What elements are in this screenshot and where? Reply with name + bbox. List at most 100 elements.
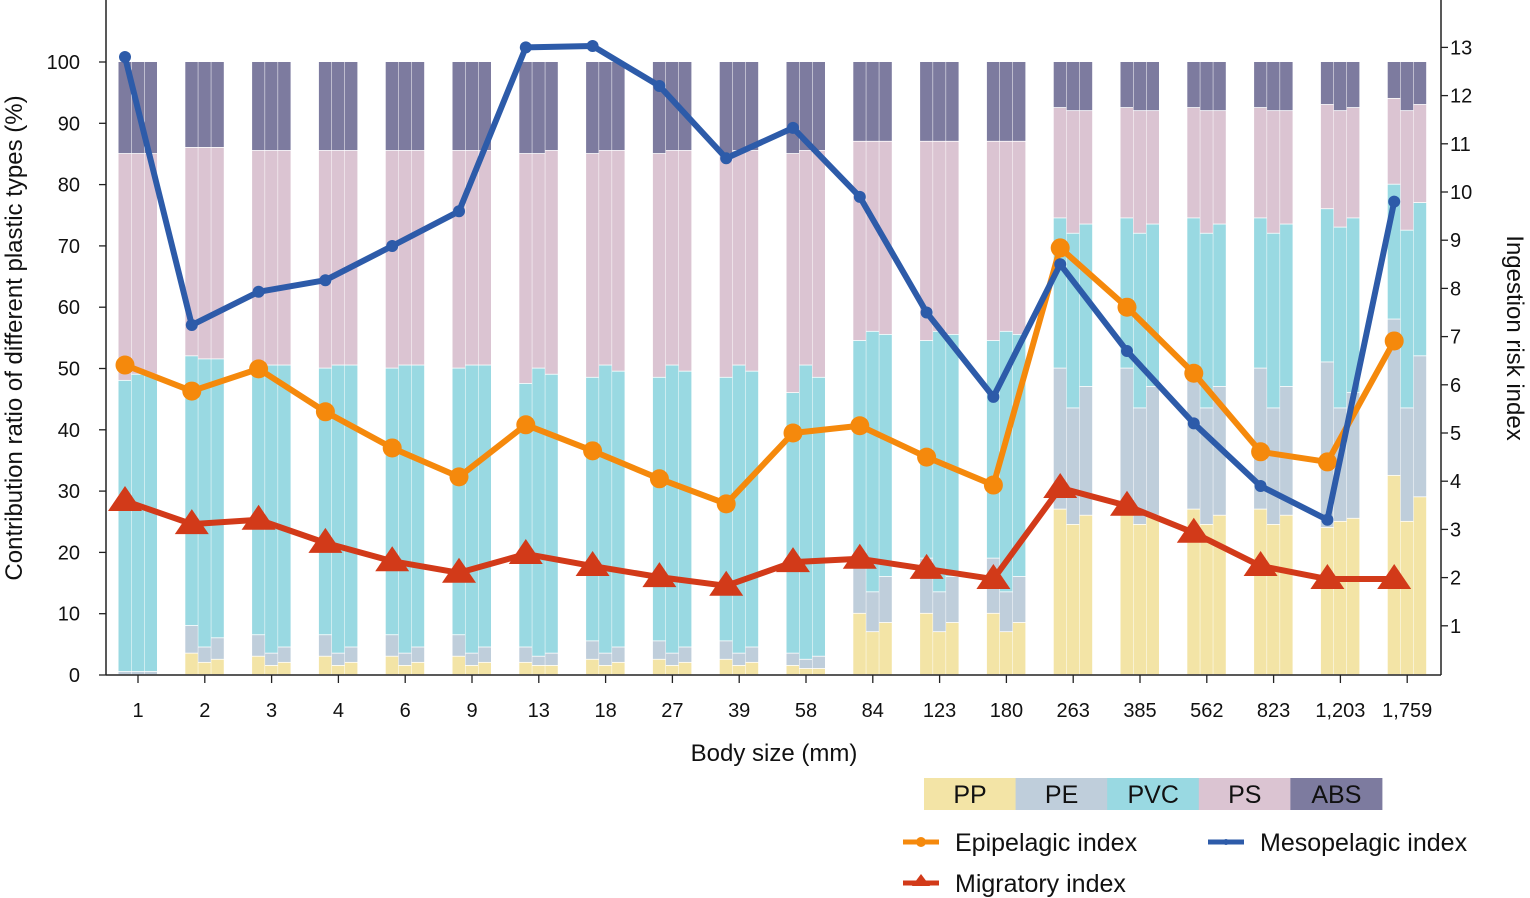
bar-segment-pe (665, 653, 679, 666)
bar-segment-pvc (198, 359, 211, 647)
y-tick-label: 20 (58, 542, 80, 564)
bar-segment-pe (1387, 319, 1401, 475)
bar-segment-pvc (732, 365, 746, 653)
migratory-point (1176, 517, 1211, 543)
bar-segment-pvc (331, 365, 345, 653)
bar-segment-pp (1333, 521, 1347, 675)
bar-segment-pe (318, 635, 332, 656)
bar-segment-pe (411, 647, 425, 662)
bar-segment-ps (465, 150, 478, 365)
x-tick-label: 1 (132, 700, 143, 722)
x-tick-label: 1,203 (1315, 700, 1365, 722)
bar-segment-abs (545, 62, 558, 151)
legend-swatch-pe (1015, 778, 1108, 810)
bar-segment-pp (545, 665, 558, 675)
bar-segment-abs (946, 62, 959, 141)
legend-label: Epipelagic index (955, 829, 1138, 857)
bar-segment-pvc (252, 368, 265, 635)
bar-segment-ps (265, 150, 278, 365)
bar-segment-pp (519, 662, 532, 675)
bar-segment-abs (999, 62, 1013, 141)
x-tick-label: 2 (199, 700, 210, 722)
bar-segment-pp (986, 613, 1000, 675)
bar-segment-pe (786, 653, 799, 666)
bar-segment-abs (933, 62, 946, 141)
bar-segment-pp (866, 632, 879, 675)
bar-segment-ps (1213, 111, 1226, 224)
bar-segment-ps (1280, 111, 1293, 224)
x-tick-label: 562 (1190, 700, 1223, 722)
bar-segment-pp (920, 613, 933, 675)
bar-segment-abs (1400, 62, 1414, 111)
bar-segment-pe (252, 635, 265, 656)
bar-segment-pe (1200, 408, 1213, 525)
bar-segment-abs (1320, 62, 1334, 105)
mesopelagic-point (1321, 513, 1334, 526)
bar-segment-ps (545, 150, 558, 374)
bar-segment-ps (652, 153, 666, 377)
bar-segment-ps (586, 153, 599, 377)
y2-tick-label: 5 (1450, 423, 1461, 445)
bar-segment-pvc (211, 359, 224, 638)
bar-segment-pvc (1400, 230, 1414, 408)
bar-segment-pvc (452, 368, 465, 635)
bar-segment-pvc (1346, 218, 1360, 393)
bar-segment-ps (745, 150, 759, 371)
x-tick-label: 385 (1123, 700, 1156, 722)
bar-segment-pp (1254, 509, 1267, 675)
bar-segment-abs (745, 62, 759, 151)
bar-segment-pp (1280, 515, 1293, 675)
bar-segment-abs (1146, 62, 1159, 111)
bar-segment-pvc (1267, 233, 1280, 408)
bar-segment-abs (1053, 62, 1067, 108)
bar-segment-abs (586, 62, 599, 154)
x-tick-label: 18 (594, 700, 616, 722)
bar-segment-pp (1079, 515, 1093, 675)
migratory-point (375, 546, 410, 572)
x-tick-label: 58 (795, 700, 817, 722)
mesopelagic-point (586, 39, 599, 52)
legend-marker (1223, 839, 1229, 845)
bar-segment-abs (879, 62, 892, 141)
y2-tick-label: 1 (1450, 616, 1461, 638)
bar-segment-pe (732, 653, 746, 666)
bar-segment-pe (519, 647, 532, 662)
bar-segment-pp (1012, 622, 1026, 675)
bar-segment-pe (799, 659, 812, 669)
bar-segment-abs (385, 62, 399, 151)
bar-segment-pp (1187, 509, 1200, 675)
epipelagic-point (449, 467, 469, 487)
bar-segment-pe (1066, 408, 1080, 525)
bar-segment-ps (331, 150, 345, 365)
bar-segment-ps (1200, 111, 1213, 233)
legend-marker (916, 837, 926, 847)
epipelagic-point (583, 441, 603, 461)
bar-segment-pe (278, 647, 291, 662)
bar-segment-pvc (1200, 233, 1213, 408)
epipelagic-point (516, 415, 536, 435)
bar-segment-pvc (265, 365, 278, 653)
bar-segment-abs (665, 62, 679, 151)
bar-segment-pe (853, 558, 866, 613)
migratory-point (1310, 564, 1345, 590)
bar-segment-abs (732, 62, 746, 151)
x-tick-label: 84 (862, 700, 884, 722)
bar-segment-abs (599, 62, 612, 151)
bar-segment-abs (1387, 62, 1401, 98)
bar-segment-pp (331, 665, 345, 675)
y-axis-label: Contribution ratio of different plastic … (1, 95, 28, 580)
bar-segment-ps (599, 150, 612, 365)
bar-segment-pvc (411, 365, 425, 647)
mesopelagic-point (653, 79, 666, 92)
bar-segment-pvc (385, 368, 399, 635)
bar-segment-pp (1413, 497, 1427, 675)
bar-segment-pp (786, 665, 799, 675)
legend-swatch-abs (1290, 778, 1383, 810)
axes: 0102030405060708090100123456789101112131… (47, 0, 1472, 722)
bar-segment-pp (1133, 524, 1146, 675)
bar-segment-pe (678, 647, 692, 662)
bar-segment-pp (1267, 524, 1280, 675)
bar-segment-pp (719, 659, 733, 675)
bar-segment-pe (612, 647, 625, 662)
bar-segment-pe (532, 656, 545, 666)
